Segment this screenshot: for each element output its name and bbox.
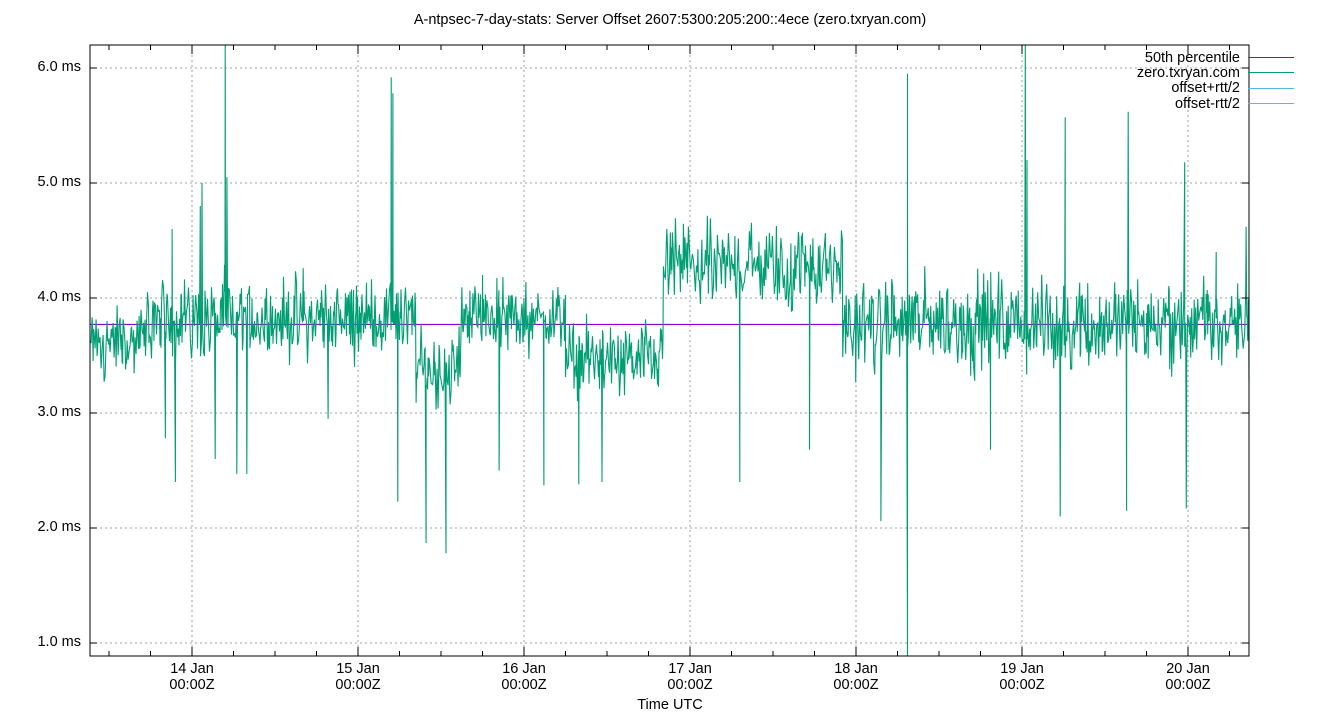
- legend-swatch: [1248, 87, 1294, 89]
- y-tick-label: 5.0 ms: [37, 174, 81, 190]
- x-tick-label: 17 Jan 00:00Z: [667, 661, 713, 693]
- x-tick-label: 16 Jan 00:00Z: [501, 661, 547, 693]
- x-tick-label: 18 Jan 00:00Z: [833, 661, 879, 693]
- legend-item-server: zero.txryan.com: [1137, 65, 1294, 81]
- y-tick-label: 6.0 ms: [37, 59, 81, 75]
- legend-swatch: [1248, 103, 1294, 105]
- server-offset-line: [89, 44, 1250, 656]
- legend: 50th percentile zero.txryan.com offset+r…: [1137, 50, 1294, 112]
- x-axis-title: Time UTC: [637, 697, 703, 713]
- y-tick-label: 2.0 ms: [37, 519, 81, 535]
- x-tick-label: 19 Jan 00:00Z: [999, 661, 1045, 693]
- y-tick-label: 3.0 ms: [37, 404, 81, 420]
- legend-item-offset-plus: offset+rtt/2: [1137, 80, 1294, 96]
- x-tick-label: 15 Jan 00:00Z: [335, 661, 381, 693]
- grid-lines: [90, 45, 1249, 656]
- x-tick-label: 14 Jan 00:00Z: [169, 661, 215, 693]
- chart-title: A-ntpsec-7-day-stats: Server Offset 2607…: [413, 12, 927, 28]
- legend-item-median: 50th percentile: [1137, 50, 1294, 66]
- y-tick-label: 4.0 ms: [37, 289, 81, 305]
- y-tick-label: 1.0 ms: [37, 634, 81, 650]
- x-tick-label: 20 Jan 00:00Z: [1165, 661, 1211, 693]
- legend-item-offset-minus: offset-rtt/2: [1137, 96, 1294, 112]
- offset-series: [89, 44, 1250, 656]
- legend-swatch: [1248, 72, 1294, 74]
- plot-frame: [89, 44, 1250, 657]
- legend-swatch: [1248, 57, 1294, 59]
